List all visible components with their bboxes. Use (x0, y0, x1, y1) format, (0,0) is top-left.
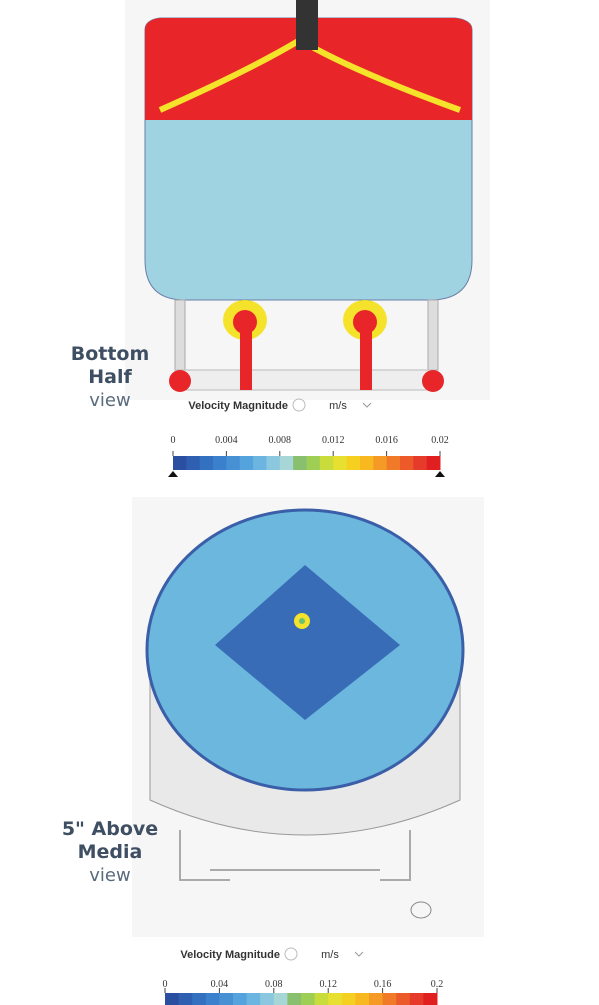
colorbar-segment (239, 456, 254, 470)
colorbar-segment (369, 993, 384, 1005)
colorbar-segment (328, 993, 343, 1005)
colorbar-segment (333, 456, 348, 470)
view-label: Media (78, 841, 143, 863)
legend-unit: m/s (321, 949, 339, 961)
menu-icon (292, 398, 306, 412)
legend-title: Velocity Magnitude (180, 949, 280, 961)
colorbar-segment (301, 993, 316, 1005)
colorbar-tick-label: 0.008 (269, 435, 292, 446)
colorbar-tick-label: 0 (171, 435, 176, 446)
colorbar-segment (233, 993, 248, 1005)
colorbar-segment (246, 993, 261, 1005)
colorbar-segment (178, 993, 193, 1005)
colorbar-segment (306, 456, 321, 470)
colorbar-tick-label: 0.12 (319, 979, 337, 990)
cfd-image-above-media (132, 497, 484, 937)
menu-icon (284, 947, 298, 961)
colorbar-segment (279, 456, 294, 470)
view-sub-label: view (89, 390, 130, 411)
colorbar-segment (199, 456, 214, 470)
colorbar-segment (399, 456, 414, 470)
colorbar-segment (273, 993, 288, 1005)
legend-title: Velocity Magnitude (188, 400, 288, 412)
colorbar-segment (426, 456, 441, 470)
colorbar-segment (409, 993, 424, 1005)
view-sub-label: view (89, 865, 130, 886)
colorbar-segment (186, 456, 201, 470)
colorbar-segment (396, 993, 411, 1005)
colorbar-segment (314, 993, 329, 1005)
colorbar-tick-label: 0.08 (265, 979, 283, 990)
cfd-image-bottom-half (125, 0, 490, 400)
colorbar-segment (382, 993, 397, 1005)
colorbar-segment (260, 993, 275, 1005)
colorbar-segment (341, 993, 356, 1005)
colorbar-segment (226, 456, 241, 470)
range-handle (435, 471, 445, 477)
colorbar-tick-label: 0.012 (322, 435, 345, 446)
colorbar-segment (346, 456, 361, 470)
colorbar-segment (165, 993, 180, 1005)
colorbar-segment (266, 456, 281, 470)
view-label: 5" Above (62, 818, 158, 840)
unit-dropdown (354, 951, 364, 957)
colorbar-tick-label: 0.016 (375, 435, 398, 446)
colorbar-segment (373, 456, 388, 470)
colorbar-segment (287, 993, 302, 1005)
colorbar-tick-label: 0.02 (431, 435, 449, 446)
colorbar-segment (319, 456, 334, 470)
colorbar-segment (293, 456, 307, 470)
colorbar-segment (253, 456, 267, 470)
colorbar-segment (173, 456, 187, 470)
colorbar-segment (386, 456, 401, 470)
colorbar-segment (219, 993, 234, 1005)
view-label: Half (88, 366, 132, 388)
unit-dropdown (362, 402, 372, 408)
range-handle (168, 471, 178, 477)
colorbar-tick-label: 0.16 (374, 979, 392, 990)
colorbar-segment (205, 993, 220, 1005)
colorbar-segment (359, 456, 374, 470)
colorbar-tick-label: 0 (163, 979, 168, 990)
colorbar-segment (423, 993, 438, 1005)
colorbar-segment (213, 456, 227, 470)
colorbar-segment (192, 993, 207, 1005)
colorbar-tick-label: 0.2 (431, 979, 444, 990)
legend-unit: m/s (329, 400, 347, 412)
colorbar-segment (413, 456, 428, 470)
colorbar-tick-label: 0.04 (211, 979, 229, 990)
view-label: Bottom (71, 343, 150, 365)
colorbar-segment (355, 993, 370, 1005)
colorbar-tick-label: 0.004 (215, 435, 238, 446)
